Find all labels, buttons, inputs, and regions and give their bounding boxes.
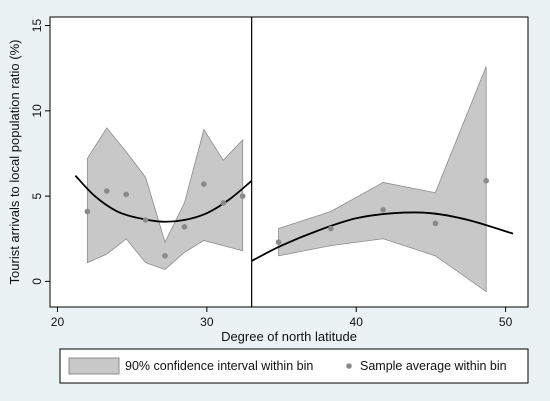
confidence-bands <box>86 66 487 293</box>
legend-point-swatch <box>346 363 352 369</box>
data-point <box>84 208 91 215</box>
fit-curve-2 <box>251 211 514 262</box>
data-point <box>162 253 168 259</box>
data-point <box>181 224 188 230</box>
y-axis-title: Tourist arrivals to local population rat… <box>7 40 22 285</box>
y-tick-label: 10 <box>30 104 44 118</box>
x-axis: 20 30 40 50 <box>51 307 513 329</box>
data-point <box>201 181 207 187</box>
legend-point-label: Sample average within bin <box>360 359 507 373</box>
data-point <box>275 239 282 245</box>
data-point <box>328 225 334 232</box>
data-point <box>239 193 246 199</box>
x-tick-label: 30 <box>200 315 214 329</box>
data-point <box>142 217 149 223</box>
sample-points <box>84 177 489 259</box>
x-tick-label: 40 <box>350 315 364 329</box>
y-axis: 0 5 10 15 <box>30 19 50 285</box>
confidence-band-1 <box>86 127 244 270</box>
data-point <box>123 191 129 198</box>
data-point <box>380 206 386 213</box>
legend-box <box>59 348 529 384</box>
data-point <box>220 200 227 206</box>
confidence-band-2 <box>278 66 487 293</box>
y-tick-label: 15 <box>30 19 44 33</box>
legend-band-label: 90% confidence interval within bin <box>125 359 313 373</box>
data-point <box>103 188 110 194</box>
data-point <box>483 177 489 184</box>
data-point <box>432 220 439 227</box>
x-tick-label: 20 <box>51 315 65 329</box>
x-tick-label: 50 <box>499 315 513 329</box>
x-axis-title: Degree of north latitude <box>221 329 357 344</box>
y-tick-label: 0 <box>30 278 44 285</box>
legend: 90% confidence interval within bin Sampl… <box>59 348 529 384</box>
legend-band-swatch <box>68 357 120 375</box>
y-tick-label: 5 <box>30 192 44 199</box>
